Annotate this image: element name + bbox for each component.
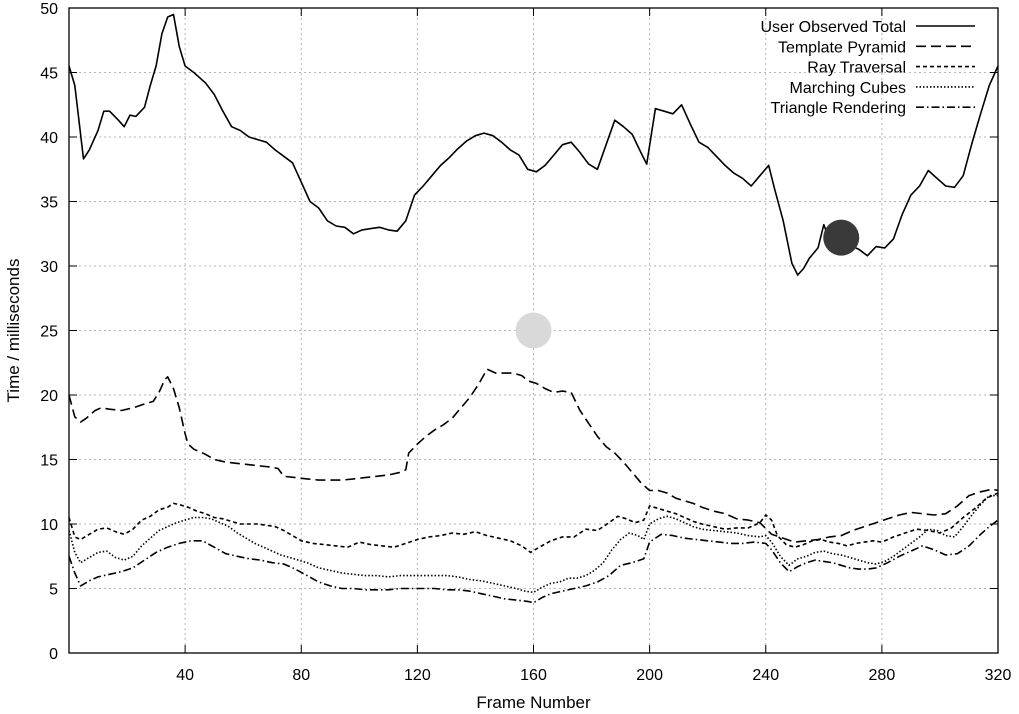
legend-label-user-observed-total: User Observed Total bbox=[760, 19, 906, 36]
marker-dot bbox=[823, 219, 860, 256]
y-tick-label: 50 bbox=[40, 1, 58, 18]
series-line-template-pyramid bbox=[68, 368, 999, 543]
legend-label-marching-cubes: Marching Cubes bbox=[790, 80, 907, 97]
markers bbox=[515, 219, 860, 349]
x-tick-label: 160 bbox=[520, 667, 547, 684]
y-tick-label: 40 bbox=[40, 130, 58, 147]
legend-label-template-pyramid: Template Pyramid bbox=[778, 39, 906, 56]
axis-ticks: 40 80 120 160 200 240 280 320 0 5 10 15 20 25 30 35 40 45… bbox=[40, 1, 1011, 684]
legend-label-ray-traversal: Ray Traversal bbox=[807, 60, 906, 77]
series-line-ray-traversal bbox=[68, 492, 999, 554]
x-tick-label: 240 bbox=[752, 667, 779, 684]
y-tick-label: 5 bbox=[49, 582, 58, 599]
legend-label-triangle-rendering: Triangle Rendering bbox=[771, 100, 906, 117]
y-tick-label: 0 bbox=[49, 646, 58, 663]
x-tick-label: 80 bbox=[292, 667, 310, 684]
y-tick-label: 30 bbox=[40, 259, 58, 276]
legend: User Observed Total Template Pyramid Ray T… bbox=[760, 19, 975, 117]
x-tick-label: 40 bbox=[176, 667, 194, 684]
x-tick-label: 200 bbox=[636, 667, 663, 684]
marker-dot bbox=[515, 312, 552, 349]
y-tick-label: 25 bbox=[40, 324, 58, 341]
x-tick-label: 320 bbox=[985, 667, 1012, 684]
y-tick-label: 20 bbox=[40, 388, 58, 405]
x-axis-label: Frame Number bbox=[476, 693, 591, 712]
x-tick-label: 280 bbox=[869, 667, 896, 684]
series-line-marching-cubes bbox=[68, 494, 998, 594]
y-axis-label: Time / milliseconds bbox=[4, 259, 23, 403]
y-tick-label: 35 bbox=[40, 195, 58, 212]
x-tick-label: 120 bbox=[404, 667, 431, 684]
y-tick-label: 45 bbox=[40, 66, 58, 83]
y-tick-label: 15 bbox=[40, 453, 58, 470]
y-tick-label: 10 bbox=[40, 517, 58, 534]
series-line-triangle-rendering bbox=[68, 519, 999, 604]
